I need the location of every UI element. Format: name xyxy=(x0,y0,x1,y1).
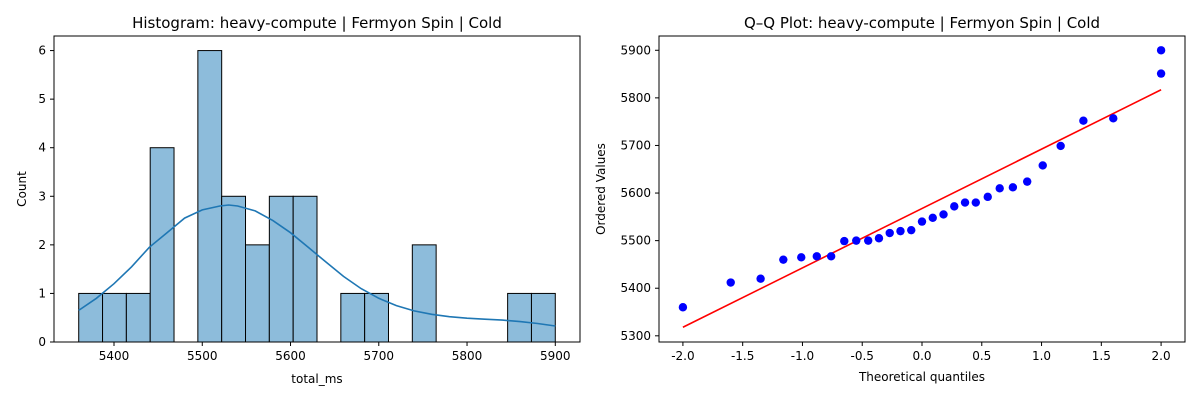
qq-point xyxy=(826,252,836,261)
x-tick-label: -1.5 xyxy=(731,349,754,363)
qq-point xyxy=(885,228,894,238)
y-tick-label: 3 xyxy=(38,189,46,203)
qq-point xyxy=(1156,69,1166,78)
qq-point xyxy=(995,184,1004,193)
y-tick-label: 5500 xyxy=(620,234,651,248)
qq-point xyxy=(852,236,861,245)
qq-y-axis-label: Ordered Values xyxy=(594,143,608,235)
y-tick-label: 5800 xyxy=(620,91,651,105)
qq-point xyxy=(1079,116,1088,125)
histogram-title: Histogram: heavy-compute | Fermyon Spin … xyxy=(132,14,502,32)
y-tick-label: 5 xyxy=(38,92,46,106)
qq-point xyxy=(756,274,765,283)
qq-y-ticks: 5300 5400 5500 5600 5700 5800 5900 xyxy=(620,43,659,343)
y-tick-label: 6 xyxy=(38,44,46,58)
x-tick-label: 5700 xyxy=(364,349,395,363)
x-tick-label: 5500 xyxy=(187,349,218,363)
y-tick-label: 2 xyxy=(38,238,46,252)
y-tick-label: 5900 xyxy=(620,43,651,57)
qq-point xyxy=(1156,46,1166,55)
histogram-x-ticks: 5400 5500 5600 5700 5800 5900 xyxy=(99,342,571,363)
histogram-bar xyxy=(292,195,318,343)
histogram-bar xyxy=(78,292,104,343)
x-tick-label: -1.0 xyxy=(791,349,814,363)
x-tick-label: 0.0 xyxy=(912,349,931,363)
qq-x-axis-label: Theoretical quantiles xyxy=(858,370,985,384)
x-tick-label: 1.5 xyxy=(1092,349,1111,363)
x-tick-label: 5800 xyxy=(452,349,483,363)
x-tick-label: -2.0 xyxy=(671,349,694,363)
histogram-bar xyxy=(149,147,175,343)
x-tick-label: -0.5 xyxy=(851,349,874,363)
qq-point xyxy=(971,198,980,207)
x-tick-label: 1.0 xyxy=(1032,349,1051,363)
qq-point xyxy=(779,255,788,264)
qq-point xyxy=(1056,141,1065,151)
histogram-bars xyxy=(78,50,556,343)
y-tick-label: 5600 xyxy=(620,186,651,200)
y-tick-label: 1 xyxy=(38,286,46,300)
qq-point xyxy=(840,236,849,246)
y-tick-label: 4 xyxy=(38,141,46,155)
qq-point xyxy=(797,253,806,262)
histogram-bar xyxy=(340,292,366,343)
qq-point xyxy=(917,217,927,226)
qq-point xyxy=(726,278,735,287)
qq-point xyxy=(864,236,873,245)
y-tick-label: 0 xyxy=(38,335,46,349)
qq-fit-line xyxy=(682,89,1162,328)
histogram-bar xyxy=(411,244,437,343)
qq-point xyxy=(874,234,884,243)
histogram-y-ticks: 0 1 2 3 4 5 6 xyxy=(38,44,54,349)
qq-plot-title: Q–Q Plot: heavy-compute | Fermyon Spin |… xyxy=(744,14,1100,32)
histogram-kde-curve xyxy=(78,204,556,327)
qq-point xyxy=(928,213,937,222)
qq-point xyxy=(950,202,959,211)
x-tick-label: 0.5 xyxy=(972,349,991,363)
histogram-y-axis-label: Count xyxy=(15,171,29,207)
x-tick-label: 5900 xyxy=(540,349,571,363)
histogram-bar xyxy=(245,244,270,343)
x-tick-label: 5400 xyxy=(99,349,130,363)
qq-plot-frame xyxy=(658,35,1186,343)
x-tick-label: 2.0 xyxy=(1152,349,1171,363)
histogram-bar xyxy=(530,292,556,343)
histogram-bar xyxy=(197,50,223,343)
qq-x-ticks: -2.0 -1.5 -1.0 -0.5 0.0 0.5 1.0 1.5 2.0 xyxy=(671,342,1171,363)
qq-point xyxy=(960,198,970,207)
qq-point xyxy=(1022,177,1032,186)
qq-points xyxy=(678,46,1166,312)
qq-point xyxy=(896,226,905,236)
histogram-bar xyxy=(125,292,151,343)
x-tick-label: 5600 xyxy=(275,349,306,363)
qq-point xyxy=(939,210,948,219)
qq-point xyxy=(812,252,821,261)
qq-point xyxy=(983,192,992,202)
histogram-chart: Histogram: heavy-compute | Fermyon Spin … xyxy=(15,14,581,386)
qq-plot-chart: Q–Q Plot: heavy-compute | Fermyon Spin |… xyxy=(594,14,1186,384)
histogram-bar xyxy=(268,195,294,343)
histogram-bar xyxy=(507,292,532,343)
histogram-bar xyxy=(102,292,127,343)
y-tick-label: 5400 xyxy=(620,281,651,295)
histogram-plot-frame xyxy=(53,35,581,343)
qq-point xyxy=(907,225,916,235)
qq-point xyxy=(678,303,688,312)
histogram-bar xyxy=(221,195,247,343)
qq-point xyxy=(1008,183,1018,192)
qq-point xyxy=(1038,161,1047,170)
y-tick-label: 5700 xyxy=(620,138,651,152)
y-tick-label: 5300 xyxy=(620,329,651,343)
histogram-x-axis-label: total_ms xyxy=(291,372,342,386)
qq-point xyxy=(1109,114,1118,123)
